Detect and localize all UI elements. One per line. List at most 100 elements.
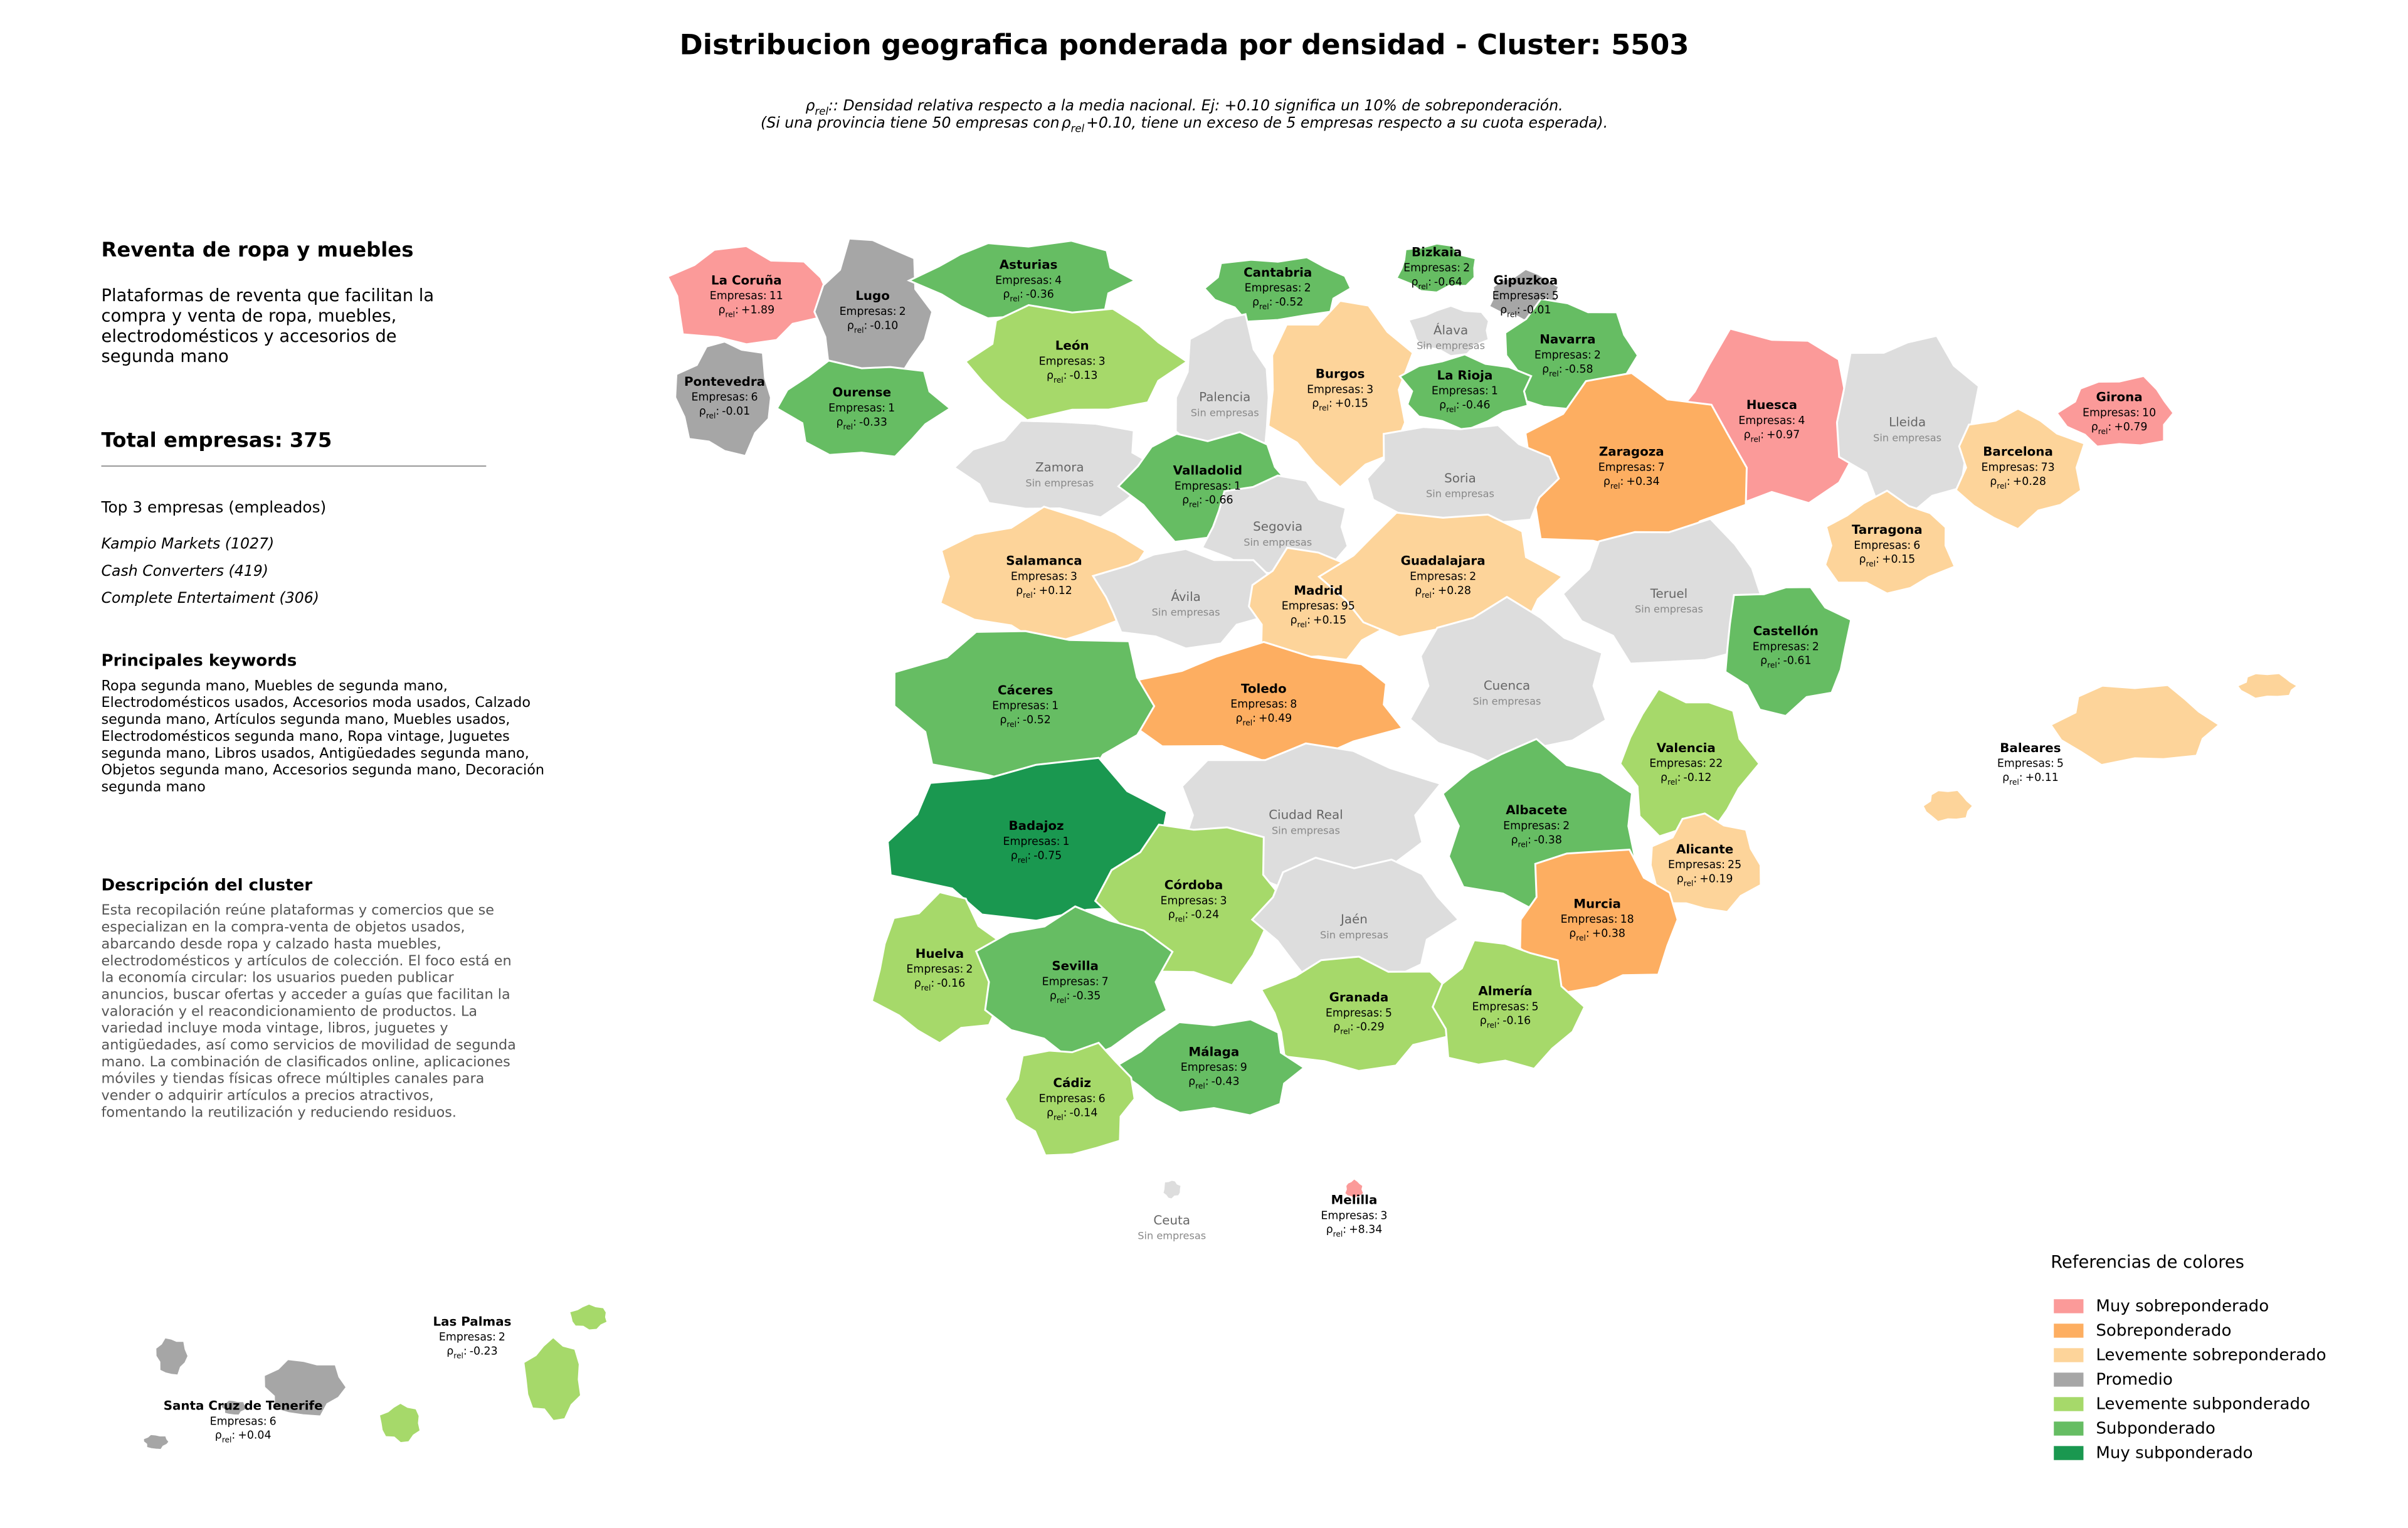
text-part: : (1677, 772, 1681, 784)
province-name: Navarra (1539, 332, 1595, 346)
text-part: 3 (1099, 356, 1106, 368)
text-part: 9 (1240, 1061, 1247, 1074)
province-companies: Empresas: 18 (1561, 913, 1634, 926)
text-part: Ávila (1171, 589, 1200, 603)
text-part: rel (1507, 310, 1517, 319)
province-rho: ρrel: +0.04 (215, 1430, 272, 1445)
province-companies: Empresas: 5 (1997, 758, 2064, 770)
text-part: -0.01 (1523, 304, 1551, 317)
province-shape (775, 359, 952, 458)
text-part: ρ (215, 1430, 222, 1442)
province-no-companies: Sin empresas (1152, 606, 1220, 618)
text-part: La Rioja (1437, 368, 1492, 382)
text-part: Ceuta (1153, 1212, 1190, 1227)
top-company: Kampio Markets (1027) (102, 534, 275, 552)
text-part: +0.28 (1438, 585, 1471, 597)
text-part: : (1020, 289, 1023, 301)
province-shape (1398, 353, 1533, 432)
province-companies: Empresas: 7 (1598, 462, 1665, 474)
province-rho: ρrel: -0.35 (1050, 990, 1101, 1005)
text-part: (Si una provincia tiene 50 empresas con (761, 114, 1060, 131)
province-rho: ρrel: -0.58 (1542, 363, 1593, 378)
province-companies: Empresas: 1 (1003, 836, 1069, 848)
province-shape (1395, 242, 1477, 294)
cluster-heading: Descripción del cluster (102, 876, 313, 894)
text-part: 5 (1552, 290, 1559, 302)
text-part: +1.89 (741, 304, 774, 317)
province-name: Córdoba (1164, 878, 1223, 892)
province-shape (1343, 1177, 1366, 1201)
text-part: +0.10, tiene un exceso de 5 empresas res… (1086, 114, 1608, 131)
text-part: rel (1684, 879, 1694, 888)
text-part: Guadalajara (1401, 553, 1486, 568)
cluster-description: variedad incluye moda vintage, libros, j… (102, 1020, 448, 1036)
province-name: Ourense (832, 385, 891, 400)
text-part: -0.58 (1565, 363, 1593, 376)
text-part: : (716, 405, 719, 418)
text-part: Cantabria (1244, 265, 1312, 279)
province-shape (1267, 299, 1414, 489)
text-part: ρ (1500, 304, 1507, 317)
text-part: Sobreponderado (2096, 1321, 2231, 1340)
text-part: Empresas: (1649, 758, 1706, 770)
text-part: Tarragona (1852, 522, 1923, 536)
text-part: rel (843, 422, 853, 431)
keywords-heading: Principales keywords (102, 651, 297, 670)
text-part: -0.52 (1275, 296, 1303, 309)
text-part: : (2019, 772, 2023, 784)
text-part: ρ (836, 416, 843, 428)
text-part: rel (854, 326, 864, 334)
text-part: Empresas: (1245, 282, 1302, 295)
province-shape (378, 1401, 422, 1445)
sidebar-description: compra y venta de ropa, muebles, (102, 306, 397, 326)
province-shape (1649, 812, 1762, 913)
text-part: Empresas: (1321, 1209, 1378, 1222)
text-part: : (1269, 296, 1273, 309)
text-part: rel (1195, 1081, 1205, 1090)
text-part: Cash Converters (419) (102, 561, 268, 579)
text-part: Empresas: (1561, 913, 1618, 926)
text-part: 10 (2142, 407, 2156, 420)
province-companies: Empresas: 4 (995, 274, 1062, 287)
text-part: 1 (888, 402, 895, 415)
province-name: Cantabria (1244, 265, 1312, 279)
province-no-companies: Sin empresas (1272, 824, 1340, 836)
text-part: -0.33 (859, 416, 887, 428)
text-part: +0.15 (1313, 614, 1346, 627)
text-part: -0.14 (1069, 1106, 1097, 1119)
text-part: ρ (1003, 289, 1010, 301)
cluster-description: la economía circular: los usuarios puede… (102, 969, 455, 985)
text-part: : (828, 96, 833, 114)
province-rho: ρrel: +0.11 (2002, 772, 2059, 787)
text-part: 5 (1385, 1007, 1392, 1019)
text-part: segunda mano, Artículos segunda mano, Mu… (102, 711, 510, 728)
text-part: Reventa de ropa y muebles (102, 238, 414, 262)
text-part: : (1033, 585, 1037, 597)
text-part: Pontevedra (684, 374, 765, 388)
text-part: rel (1333, 1229, 1343, 1238)
text-part: ρ (699, 405, 706, 418)
text-part: Sin empresas (1191, 406, 1259, 418)
text-part: : (2007, 475, 2010, 488)
province-rho: ρrel: +1.89 (718, 304, 774, 319)
text-part: Castellón (1753, 623, 1819, 638)
province-rho: ρrel: +8.34 (1326, 1224, 1383, 1239)
cluster-description: Esta recopilación reúne plataformas y co… (102, 902, 495, 918)
text-part: 1 (1052, 700, 1059, 713)
text-part: : Densidad relativa respecto a la media … (833, 96, 1563, 114)
cluster-description: valoración y el reacondicionamiento de p… (102, 1003, 478, 1019)
cluster-description: mano. La combinación de clasificados onl… (102, 1053, 510, 1069)
text-part: 3 (1220, 894, 1227, 907)
text-part: +0.38 (1592, 928, 1625, 940)
text-part: rel (1610, 481, 1620, 490)
province-name: Badajoz (1008, 819, 1064, 833)
province-name: Las Palmas (433, 1314, 511, 1329)
text-part: rel (1054, 1113, 1064, 1122)
province-companies: Empresas: 5 (1472, 1000, 1538, 1013)
text-part: rel (1259, 302, 1269, 311)
province-shape (1407, 304, 1490, 358)
province-companies: Empresas: 1 (1432, 385, 1498, 398)
text-part: Empresas: (1042, 976, 1099, 989)
text-part: Empresas: (995, 274, 1052, 287)
